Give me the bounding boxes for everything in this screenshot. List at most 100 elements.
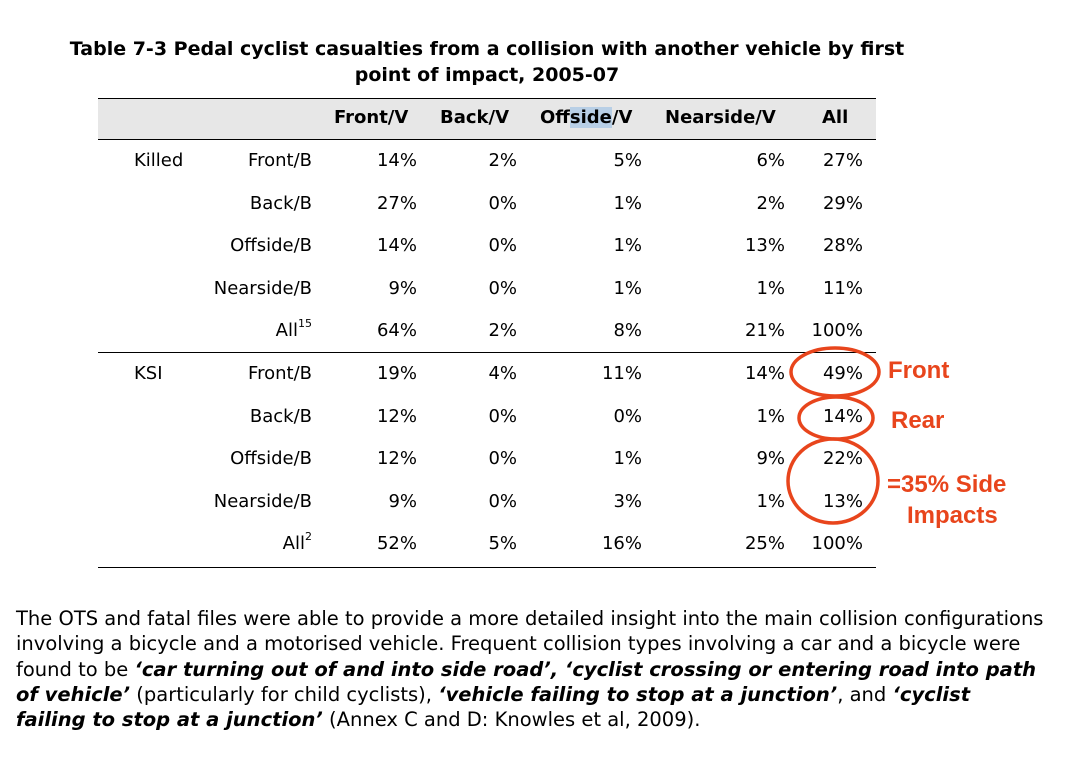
row-label: Offside/B — [230, 235, 312, 257]
group-label: KSI — [134, 363, 163, 384]
table-cell: 12% — [376, 405, 417, 427]
table-cell: 0% — [488, 192, 517, 214]
annotation-front: Front — [888, 357, 950, 384]
table-cell: 49% — [822, 363, 863, 384]
table-cell: 1% — [613, 192, 642, 214]
footnote-marker: 2 — [305, 530, 312, 544]
table-cell: 13% — [822, 490, 863, 512]
table-cell: 1% — [756, 277, 785, 299]
row-label-text: Front/B — [248, 150, 312, 171]
paragraph-text-3: , and — [837, 682, 893, 706]
table-cell: 19% — [376, 363, 417, 384]
table-cell: 5% — [613, 150, 642, 171]
table-cell: 9% — [756, 448, 785, 470]
body-paragraph: The OTS and fatal files were able to pro… — [16, 606, 1046, 732]
table-cell: 28% — [822, 235, 863, 257]
table-cell: 14% — [744, 363, 785, 384]
table-cell: 0% — [488, 490, 517, 512]
table-title-line-1: Table 7-3 Pedal cyclist casualties from … — [69, 38, 905, 60]
paragraph-emphasis-1: ‘car turning out of and into side road’,… — [16, 657, 1037, 706]
paragraph-text-4: (Annex C and D: Knowles et al, 2009). — [322, 708, 701, 732]
table-cell: 1% — [756, 490, 785, 512]
header-back-v: Back/V — [440, 107, 510, 128]
table-cell: 0% — [488, 448, 517, 470]
table-cell: 21% — [744, 320, 785, 342]
table-cell: 2% — [488, 150, 517, 171]
footnote-marker: 15 — [298, 317, 312, 331]
row-label: Front/B — [248, 150, 312, 172]
table-cell: 11% — [822, 277, 863, 299]
header-offside-v: Offside/V — [540, 106, 632, 130]
row-label-text: Offside/B — [230, 448, 312, 470]
row-label: All15 — [275, 317, 312, 342]
table-cell: 1% — [613, 235, 642, 257]
table-cell: 9% — [388, 277, 417, 299]
row-label-text: Back/B — [249, 405, 312, 427]
table-cell: 9% — [388, 490, 417, 512]
table-cell: 22% — [822, 448, 863, 470]
row-label: Back/B — [250, 193, 312, 215]
paragraph-text-2: (particularly for child cyclists), — [130, 682, 439, 706]
table-cell: 27% — [822, 150, 863, 171]
table-cell: 1% — [756, 405, 785, 427]
row-label: Nearside/B — [214, 278, 312, 300]
table-cell: 100% — [811, 320, 863, 342]
row-label: Front/B — [248, 363, 312, 385]
table-cell: 1% — [613, 448, 642, 470]
row-label-text: Nearside/B — [213, 277, 312, 299]
table-cell: 25% — [744, 533, 785, 555]
header-nearside-v: Nearside/V — [665, 107, 776, 128]
annotation-side-line-1: =35% Side — [887, 471, 1007, 498]
table-cell: 14% — [376, 235, 417, 257]
table-cell: 27% — [376, 192, 417, 214]
row-label-text: All — [275, 320, 298, 342]
table-cell: 2% — [756, 192, 785, 214]
table-cell: 14% — [376, 150, 417, 171]
table-top-rule — [98, 98, 876, 99]
table-cell: 5% — [488, 533, 517, 555]
table-header-background — [98, 98, 876, 139]
annotation-rear: Rear — [891, 407, 945, 434]
header-all: All — [822, 107, 849, 128]
header-bottom-rule — [98, 139, 876, 140]
row-label-text: Nearside/B — [213, 490, 312, 512]
table-cell: 100% — [811, 533, 863, 555]
group-label: Killed — [134, 150, 184, 171]
table-title: Table 7-3 Pedal cyclist casualties from … — [0, 36, 974, 88]
table-cell: 3% — [613, 490, 642, 512]
group-separator-rule — [98, 352, 876, 353]
table-cell: 12% — [376, 448, 417, 470]
table-cell: 14% — [822, 405, 863, 427]
table-cell: 4% — [488, 363, 517, 384]
row-label: All2 — [282, 530, 312, 555]
table-cell: 64% — [376, 320, 417, 342]
row-label-text: Offside/B — [230, 235, 312, 257]
row-label-text: Front/B — [248, 363, 312, 384]
table-cell: 0% — [488, 405, 517, 427]
table-cell: 52% — [376, 533, 417, 555]
text-selection-highlight: side — [569, 107, 612, 128]
row-label: Back/B — [250, 406, 312, 428]
table-cell: 16% — [601, 533, 642, 555]
annotation-side-line-2: Impacts — [907, 502, 998, 529]
header-offside-v-prefix: Off — [540, 107, 570, 128]
paragraph-text-1: The OTS and fatal files were able to pro… — [16, 607, 1044, 681]
row-label: Offside/B — [230, 448, 312, 470]
casualty-table: Front/V Back/V Offside/V Nearside/V All … — [98, 98, 876, 568]
table-cell: 11% — [601, 363, 642, 384]
paragraph-emphasis-2: ‘vehicle failing to stop at a junction’ — [438, 682, 838, 706]
row-label: Nearside/B — [214, 491, 312, 513]
table-cell: 2% — [488, 320, 517, 342]
table-cell: 13% — [744, 235, 785, 257]
header-offside-v-suffix: /V — [611, 107, 633, 128]
table-cell: 0% — [488, 277, 517, 299]
table-cell: 0% — [488, 235, 517, 257]
table-bottom-rule — [98, 567, 876, 568]
table-cell: 29% — [822, 192, 863, 214]
header-front-v: Front/V — [334, 107, 409, 128]
row-label-text: All — [282, 533, 305, 555]
row-label-text: Back/B — [249, 192, 312, 214]
table-cell: 0% — [613, 405, 642, 427]
table-cell: 1% — [613, 277, 642, 299]
table-cell: 8% — [613, 320, 642, 342]
